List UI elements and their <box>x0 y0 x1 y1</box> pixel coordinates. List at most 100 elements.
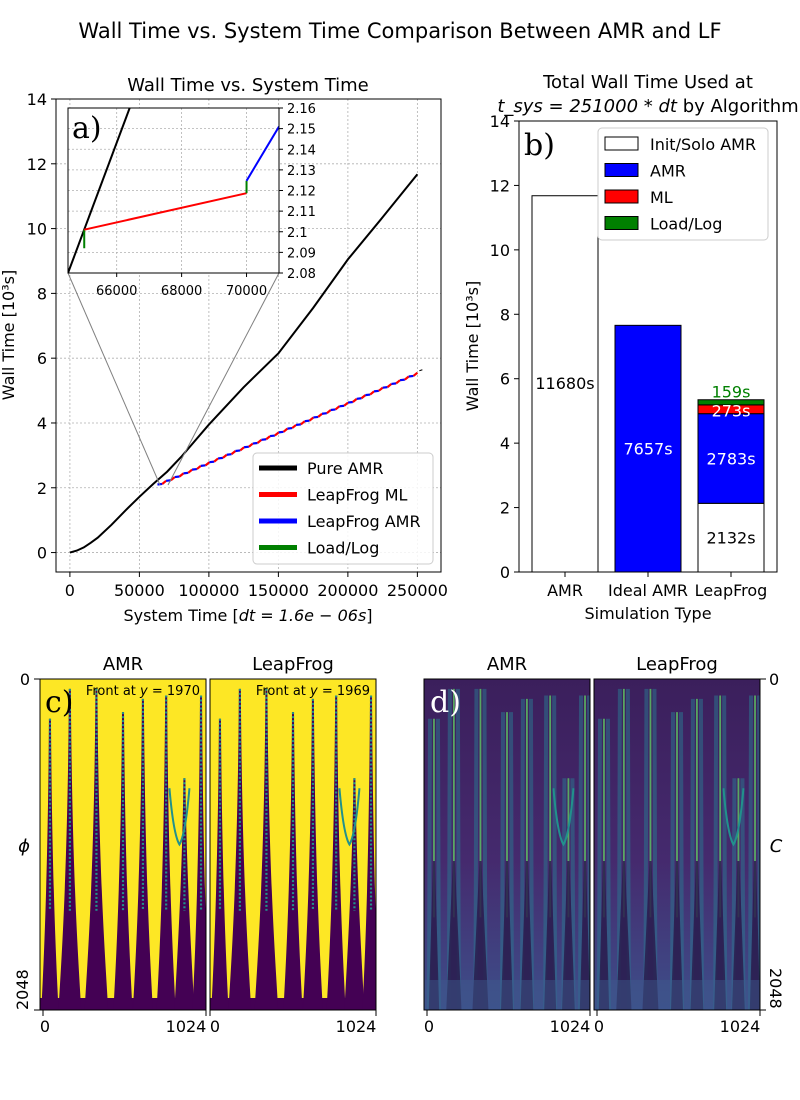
panel-a-frame <box>55 98 442 573</box>
panel-b-title-line1: Total Wall Time Used at <box>542 72 753 93</box>
series-leapfrog-amr-segment <box>269 434 275 438</box>
phase-finger <box>302 698 323 1010</box>
y-tick-label: 14 <box>27 90 47 109</box>
conc-branch <box>722 788 745 847</box>
series-leapfrog-ml-segment <box>265 435 271 441</box>
conc-halo <box>698 698 704 1010</box>
bar-data-label: 273s <box>712 401 751 420</box>
series-leapfrog-amr-segment <box>278 430 284 434</box>
conc-halo <box>605 718 611 1010</box>
series-leapfrog-amr-segment <box>347 400 353 404</box>
series-leapfrog-amr-segment <box>313 415 319 419</box>
conc-halo <box>543 695 549 1010</box>
conc-finger-base <box>732 861 745 1010</box>
panel-b-xlabel: Simulation Type <box>584 604 711 623</box>
series-leapfrog-ml-segment <box>300 420 306 426</box>
series-leapfrog-ml-segment <box>395 379 401 385</box>
panel-a-title: Wall Time vs. System Time <box>127 75 369 96</box>
x-tick-label: Ideal AMR <box>608 581 688 600</box>
conc-finger-base <box>616 861 632 1010</box>
legend-label: LeapFrog ML <box>307 486 408 505</box>
legend-swatch <box>604 163 639 177</box>
panel-d-label: d) <box>430 685 461 720</box>
series-leapfrog-ml-segment <box>248 442 254 448</box>
panel-c-label: c) <box>45 685 74 720</box>
panel-c-title-amr: AMR <box>103 654 143 675</box>
legend-label: AMR <box>650 162 686 181</box>
legend-label: Init/Solo AMR <box>650 135 756 154</box>
series-leapfrog-ml-segment <box>256 438 263 444</box>
legend-label: LeapFrog AMR <box>307 512 421 531</box>
phase-finger <box>132 698 153 1010</box>
inset-segment <box>245 126 279 182</box>
series-leapfrog-amr-segment <box>252 441 258 445</box>
panel-c-ytick-2048: 2048 <box>13 969 32 1010</box>
series-leapfrog-amr-segment <box>373 389 379 393</box>
conc-finger-base <box>598 861 610 1010</box>
conc-finger-base <box>472 861 489 1010</box>
series-leapfrog-ml-segment <box>178 472 185 478</box>
panel-b-legend: Init/Solo AMR AMR ML Load/Log <box>597 127 769 241</box>
panel-b-title-line2: t_sys = 251000 * dt by Algorithm <box>497 96 798 117</box>
series-leapfrog-ml-segment <box>378 386 384 392</box>
series-leapfrog-amr-segment <box>209 460 215 464</box>
phase-finger <box>362 695 376 1010</box>
legend-swatch <box>604 216 639 230</box>
conc-halo <box>748 695 754 1010</box>
panel-d-xtick-0: 0 <box>424 1017 434 1036</box>
inset-y-tick-label: 2.1 <box>287 226 308 241</box>
y-tick-label: 6 <box>37 349 47 368</box>
series-leapfrog-ml-segment <box>412 371 419 377</box>
panel-d-xtick-1024: 1024 <box>550 1017 591 1036</box>
series-leapfrog-amr-segment <box>217 456 224 460</box>
y-tick-label: 0 <box>37 544 47 563</box>
panel-b-x-ticks: AMR Ideal AMR LeapFrog <box>547 572 767 600</box>
conc-bottom-band <box>424 980 590 1010</box>
series-leapfrog-ml-segment <box>369 390 375 396</box>
conc-finger-base <box>579 861 590 1010</box>
panel-c-ylabel: ϕ <box>18 836 30 857</box>
panel-c-ytick-0: 0 <box>20 670 30 689</box>
y-tick-label: 12 <box>27 155 47 174</box>
panel-c-xtick-0: 0 <box>40 1017 50 1036</box>
conc-finger-base <box>690 861 704 1010</box>
series-leapfrog-amr-segment <box>261 438 267 441</box>
conc-finger-base <box>428 861 440 1010</box>
series-leapfrog-ml-segment <box>170 476 176 482</box>
y-tick-label: 2 <box>500 499 510 518</box>
y-tick-label: 6 <box>500 370 510 389</box>
conc-finger-base <box>562 861 575 1010</box>
panel-d-ytick-0: 0 <box>769 670 779 689</box>
series-leapfrog-ml-segment <box>274 431 280 437</box>
panel-a-x-ticks: 0 50000 100000 150000 200000 250000 <box>65 572 448 600</box>
panel-b-ylabel: Wall Time [10³s] <box>463 281 482 411</box>
bar-data-label: 2783s <box>706 449 755 468</box>
bar-amr <box>697 413 765 504</box>
legend-label: Load/Log <box>650 215 722 234</box>
bar-data-label: 11680s <box>535 374 594 393</box>
y-tick-label: 14 <box>490 112 510 131</box>
series-leapfrog-amr-segment <box>226 453 232 456</box>
series-leapfrog-amr-segment <box>365 393 371 397</box>
inset-label: a) <box>72 111 102 146</box>
panel-b-bar-chart: Total Wall Time Used at t_sys = 251000 *… <box>463 72 799 623</box>
x-tick-label: LeapFrog <box>695 581 768 600</box>
conc-finger-base <box>520 861 534 1010</box>
conc-halo <box>552 695 558 1010</box>
panel-d-ylabel: C <box>770 836 783 857</box>
panel-d-concentration-field: AMR LeapFrog d) C 0 2048 0 1024 0 1024 <box>423 654 785 1036</box>
series-leapfrog-amr-segment <box>235 449 241 453</box>
bar-data-label: 7657s <box>623 440 672 459</box>
series-leapfrog-amr-segment <box>382 386 388 389</box>
series-leapfrog-ml-segment <box>343 401 349 407</box>
conc-finger-base <box>749 861 760 1010</box>
conc-halo <box>500 712 505 1010</box>
y-tick-label: 4 <box>500 434 510 453</box>
panel-d-xtick-0-b: 0 <box>594 1017 604 1036</box>
panel-d-title-leapfrog: LeapFrog <box>636 654 718 675</box>
legend-swatch <box>604 136 639 151</box>
series-leapfrog-ml-segment <box>308 416 315 422</box>
inset-x-tick-label: 68000 <box>161 284 202 299</box>
